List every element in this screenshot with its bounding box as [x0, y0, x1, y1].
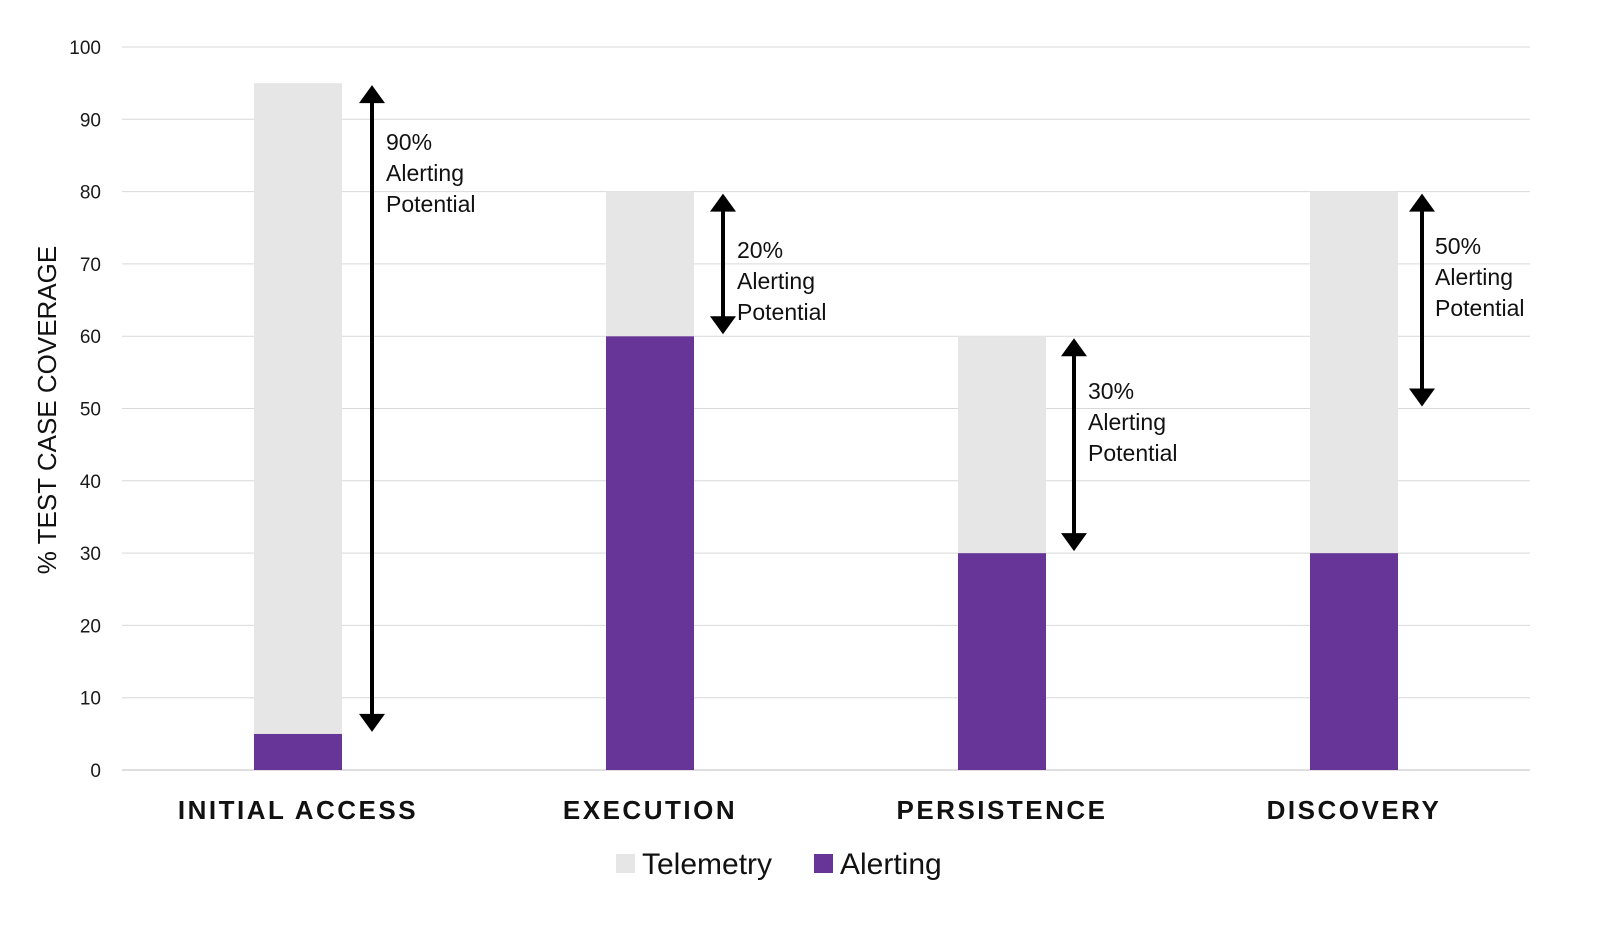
y-tick-label: 80 [80, 183, 101, 204]
annotation-arrow-head-up [359, 85, 385, 104]
annotation-text: 30% [1088, 378, 1134, 404]
y-tick-label: 20 [80, 616, 101, 637]
annotation-text: Potential [1088, 440, 1178, 466]
bars [254, 83, 1398, 770]
annotation-arrow-head-down [710, 316, 736, 335]
annotation-arrow-head-up [1061, 338, 1087, 357]
annotation-text: Potential [386, 191, 476, 217]
y-tick-label: 0 [90, 761, 101, 782]
x-category-label: INITIAL ACCESS [178, 795, 418, 825]
annotation-arrow-head-down [1409, 388, 1435, 407]
y-tick-label: 90 [80, 110, 101, 131]
y-tick-label: 70 [80, 255, 101, 276]
legend-label-telemetry: Telemetry [642, 848, 772, 881]
x-category-label: PERSISTENCE [897, 795, 1108, 825]
annotation-text: 50% [1435, 233, 1481, 259]
y-axis-label: % TEST CASE COVERAGE [32, 246, 62, 574]
bar-telemetry-initial-access [254, 83, 342, 734]
annotation-text: Alerting [1435, 264, 1513, 290]
annotation-text: 20% [737, 237, 783, 263]
annotation-text: 90% [386, 129, 432, 155]
y-tick-label: 100 [69, 38, 101, 59]
bar-alerting-discovery [1310, 553, 1398, 770]
bar-alerting-persistence [958, 553, 1046, 770]
annotation-text: Alerting [737, 268, 815, 294]
bar-alerting-execution [606, 336, 694, 770]
bar-telemetry-persistence [958, 336, 1046, 554]
gridlines [122, 46, 1530, 771]
legend-label-alerting: Alerting [840, 848, 942, 881]
annotation-arrow-head-up [1409, 193, 1435, 212]
y-tick-label: 30 [80, 544, 101, 565]
bar-telemetry-discovery [1310, 191, 1398, 554]
bar-telemetry-execution [606, 191, 694, 337]
annotation-arrow-head-up [710, 193, 736, 212]
legend-swatch-telemetry [616, 854, 635, 873]
x-axis-categories: INITIAL ACCESS EXECUTION PERSISTENCE DISCOV… [178, 795, 1442, 825]
y-axis-ticks: 0 10 20 30 40 50 60 70 80 90 100 [69, 38, 101, 782]
x-category-label: DISCOVERY [1267, 795, 1442, 825]
bar-alerting-initial-access [254, 733, 342, 770]
y-tick-label: 50 [80, 400, 101, 421]
annotations: 90% Alerting Potential 20% Alerting Potential… [359, 85, 1525, 732]
y-tick-label: 60 [80, 327, 101, 348]
annotation-arrow-head-down [359, 713, 385, 732]
annotation-text: Alerting [1088, 409, 1166, 435]
y-tick-label: 10 [80, 689, 101, 710]
annotation-text: Potential [1435, 295, 1525, 321]
y-tick-label: 40 [80, 472, 101, 493]
annotation-text: Alerting [386, 160, 464, 186]
x-category-label: EXECUTION [563, 795, 737, 825]
annotation-arrow-head-down [1061, 533, 1087, 552]
legend-swatch-alerting [814, 854, 833, 873]
legend: Telemetry Alerting [616, 848, 942, 881]
annotation-text: Potential [737, 299, 827, 325]
